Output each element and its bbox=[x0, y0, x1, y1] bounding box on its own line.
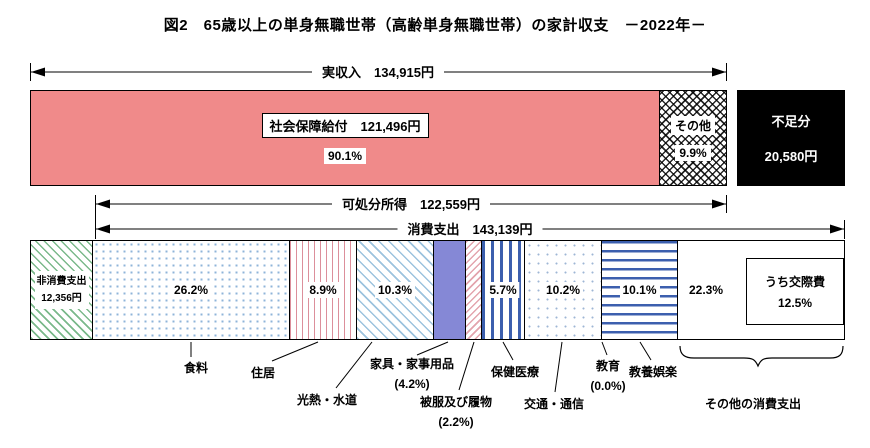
health-segment: 5.7% bbox=[482, 240, 525, 340]
other-consumption-label: その他の消費支出 bbox=[704, 397, 802, 411]
other-consumption-percent: 22.3% bbox=[686, 282, 727, 298]
clothing-segment bbox=[466, 240, 482, 340]
actual-income-label: 実収入 134,915円 bbox=[312, 64, 444, 81]
income-bar: 社会保障給付 121,496円 90.1% その他 9.9% bbox=[30, 90, 727, 186]
food-segment: 26.2% bbox=[93, 240, 290, 340]
social-expenses-label: うち交際費 bbox=[764, 275, 825, 289]
furniture-segment bbox=[434, 240, 466, 340]
social-security-percent: 90.1% bbox=[323, 147, 367, 164]
housing-percent: 8.9% bbox=[306, 282, 340, 298]
income-other-percent: 9.9% bbox=[675, 144, 711, 161]
food-label: 食料 bbox=[183, 361, 209, 375]
non-consumption-segment: 非消費支出 12,356円 bbox=[30, 240, 93, 340]
clothing-label: 被服及び履物 (2.2%) bbox=[419, 395, 493, 430]
income-other-segment: その他 9.9% bbox=[659, 91, 726, 185]
deficit-label: 不足分 bbox=[771, 114, 811, 129]
transport-label: 交通・通信 bbox=[523, 397, 585, 411]
transport-percent: 10.2% bbox=[542, 282, 584, 298]
furniture-label: 家具・家事用品 (4.2%) bbox=[369, 357, 455, 392]
social-security-label: 社会保障給付 121,496円 bbox=[261, 112, 429, 138]
housing-label: 住居 bbox=[250, 366, 276, 380]
deficit-box: 不足分 20,580円 bbox=[737, 90, 845, 186]
income-other-label: その他 bbox=[670, 115, 715, 135]
utilities-percent: 10.3% bbox=[374, 282, 416, 298]
social-security-segment: 社会保障給付 121,496円 90.1% bbox=[31, 91, 659, 185]
recreation-percent: 10.1% bbox=[619, 282, 660, 298]
recreation-label: 教養娯楽 bbox=[628, 365, 678, 379]
transport-segment: 10.2% bbox=[525, 240, 602, 340]
other-consumption-segment: 22.3% うち交際費 12.5% bbox=[678, 240, 845, 340]
social-expenses-percent: 12.5% bbox=[777, 296, 813, 310]
housing-segment: 8.9% bbox=[290, 240, 357, 340]
disposable-income-label: 可処分所得 122,559円 bbox=[332, 196, 490, 213]
utilities-segment: 10.3% bbox=[357, 240, 434, 340]
non-consumption-label: 非消費支出 12,356円 bbox=[34, 271, 89, 309]
expenditure-bar: 非消費支出 12,356円 26.2% 8.9% 10.3% 5.7% 10.2… bbox=[30, 240, 845, 340]
food-percent: 26.2% bbox=[170, 282, 212, 298]
social-expenses-box: うち交際費 12.5% bbox=[746, 258, 844, 325]
consumption-expenditure-label: 消費支出 143,139円 bbox=[397, 221, 543, 238]
health-label: 保健医療 bbox=[490, 365, 540, 379]
deficit-value: 20,580円 bbox=[764, 149, 818, 164]
utilities-label: 光熱・水道 bbox=[296, 393, 358, 407]
recreation-segment: 10.1% bbox=[602, 240, 678, 340]
education-label: 教育 (0.0%) bbox=[590, 359, 626, 394]
health-percent: 5.7% bbox=[486, 282, 520, 298]
other-consumption-brace bbox=[679, 345, 844, 368]
figure-title: 図2 65歳以上の単身無職世帯（高齢単身無職世帯）の家計収支 －2022年－ bbox=[163, 17, 707, 34]
